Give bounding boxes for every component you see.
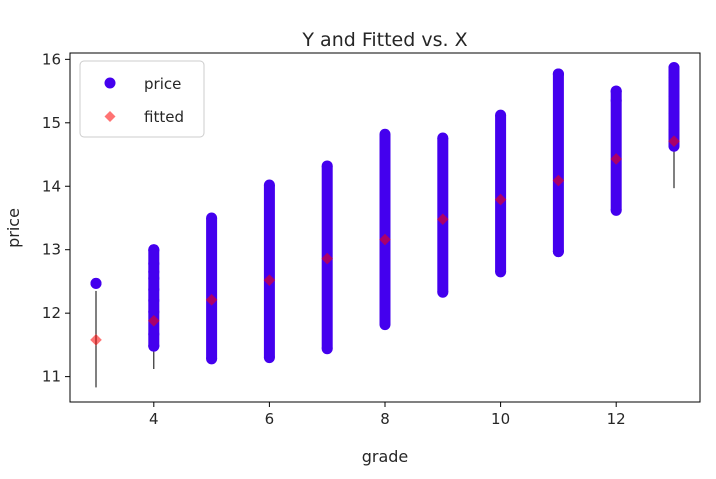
price-point — [437, 132, 449, 144]
price-point — [668, 62, 680, 74]
price-point — [148, 340, 160, 352]
price-point — [552, 68, 564, 80]
price-point — [610, 85, 622, 97]
x-tick-label: 10 — [491, 410, 510, 428]
legend-price-marker — [104, 77, 116, 89]
legend-price-label: price — [144, 75, 181, 93]
price-column — [206, 217, 218, 359]
price-point — [90, 277, 102, 289]
fitted-point — [90, 334, 102, 346]
fitted-point — [379, 233, 391, 246]
price-point — [206, 353, 218, 365]
price-column — [610, 91, 622, 211]
price-point — [148, 244, 160, 256]
x-axis-ticks: 4 6 8 10 12 — [149, 402, 626, 428]
price-column — [668, 67, 680, 147]
price-point — [668, 123, 680, 135]
fitted-point — [610, 153, 622, 165]
price-point — [148, 284, 160, 296]
fitted-point — [552, 174, 565, 187]
price-point — [321, 343, 333, 355]
price-column — [495, 115, 507, 272]
price-point — [321, 160, 333, 172]
legend-fitted-marker — [104, 111, 116, 122]
y-tick-label: 15 — [42, 114, 61, 132]
fitted-point — [263, 274, 276, 286]
fitted-point — [321, 252, 334, 265]
price-point — [437, 286, 449, 298]
fitted-series — [90, 135, 680, 346]
price-point — [552, 246, 564, 258]
price-point — [668, 107, 680, 119]
chart-title: Y and Fitted vs. X — [301, 29, 467, 51]
price-point — [263, 179, 275, 191]
price-column — [552, 73, 564, 252]
price-column — [379, 134, 391, 325]
price-point — [610, 204, 622, 216]
price-point — [148, 306, 160, 318]
plot-area — [90, 62, 680, 388]
legend-fitted-label: fitted — [144, 108, 184, 126]
fitted-point — [436, 213, 449, 226]
y-tick-label: 13 — [42, 241, 61, 259]
fitted-point — [668, 135, 680, 148]
price-point — [263, 352, 275, 364]
price-point — [610, 95, 622, 107]
price-point — [148, 266, 160, 278]
price-column — [263, 184, 275, 358]
legend: price fitted — [79, 60, 205, 138]
price-point — [668, 80, 680, 92]
price-point — [206, 212, 218, 224]
y-axis-label: price — [4, 208, 23, 248]
y-tick-label: 11 — [42, 368, 61, 386]
fitted-point — [148, 314, 160, 327]
price-point — [148, 258, 160, 270]
price-point — [495, 109, 507, 121]
price-point — [495, 266, 507, 278]
price-point — [668, 90, 680, 102]
price-point — [379, 319, 391, 331]
fitted-point — [205, 294, 218, 306]
x-tick-label: 12 — [607, 410, 626, 428]
x-tick-label: 4 — [149, 410, 159, 428]
y-axis-ticks: 11 12 13 14 15 16 — [42, 50, 70, 386]
legend-box — [79, 60, 205, 138]
price-point — [668, 71, 680, 83]
x-axis-label: grade — [362, 447, 409, 466]
price-point — [148, 294, 160, 306]
y-tick-label: 14 — [42, 177, 61, 195]
y-tick-label: 16 — [42, 50, 61, 68]
price-point — [148, 328, 160, 340]
x-tick-label: 8 — [380, 410, 390, 428]
price-point — [379, 128, 391, 140]
fitted-point — [494, 193, 507, 206]
y-tick-label: 12 — [42, 304, 61, 322]
x-tick-label: 6 — [265, 410, 275, 428]
